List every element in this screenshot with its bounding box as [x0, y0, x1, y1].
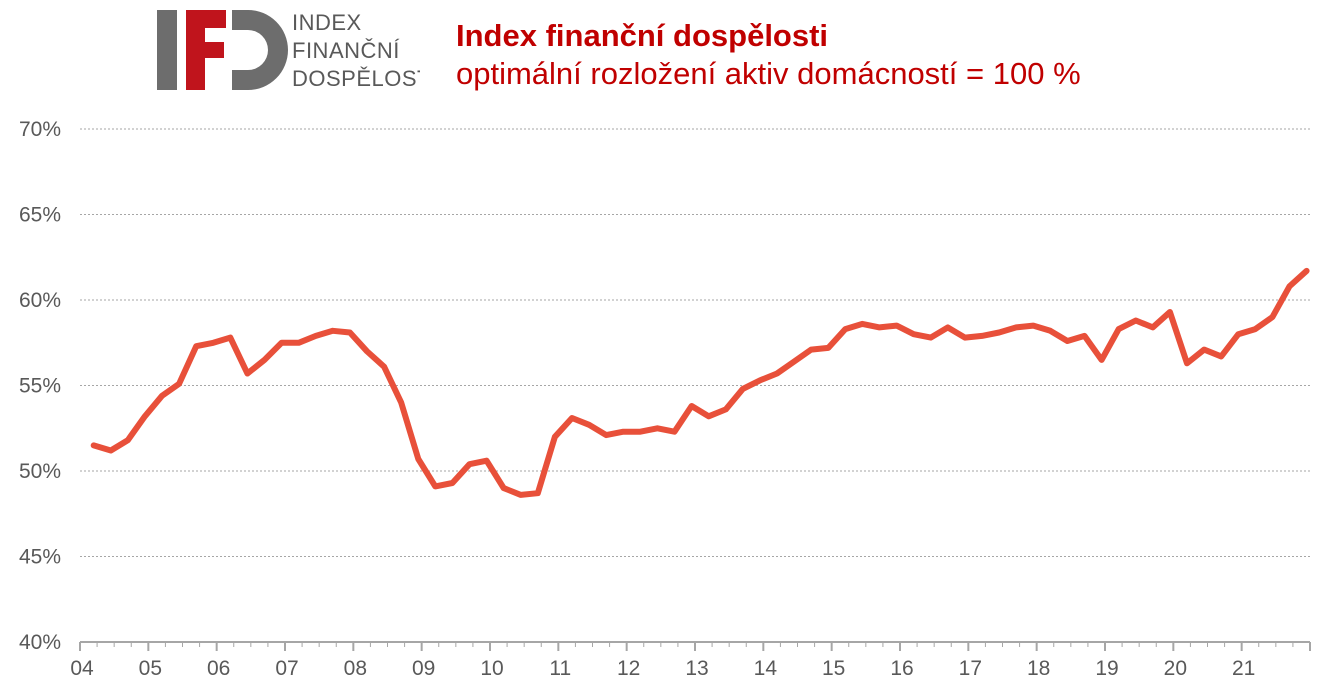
y-axis-tick-labels: 40% 45% 50% 55% 60% 65% 70%	[19, 118, 61, 654]
ifd-logo: INDEX FINANČNÍ DOSPĚLOSTI	[150, 8, 437, 92]
chart-subtitle: optimální rozložení aktiv domácností = 1…	[456, 56, 1081, 91]
x-tick-label: 13	[685, 657, 708, 680]
x-tick-label: 04	[70, 657, 94, 680]
x-tick-label: 08	[344, 657, 367, 680]
y-tick-label: 70%	[19, 118, 61, 141]
logo-line-2: FINANČNÍ	[292, 38, 400, 63]
x-axis	[79, 641, 1311, 651]
y-tick-label: 50%	[19, 460, 61, 483]
logo-letter-f	[186, 10, 226, 90]
x-tick-label: 10	[480, 657, 503, 680]
x-tick-label: 15	[822, 657, 845, 680]
x-tick-label: 14	[754, 657, 778, 680]
ifd-logo-mark: INDEX FINANČNÍ DOSPĚLOSTI	[157, 10, 437, 91]
x-tick-label: 16	[890, 657, 913, 680]
logo-line-3: DOSPĚLOSTI	[292, 66, 420, 91]
y-tick-label: 65%	[19, 204, 61, 227]
x-tick-label: 18	[1027, 657, 1050, 680]
y-tick-label: 60%	[19, 289, 61, 312]
chart-header: Index finanční dospělosti optimální rozl…	[456, 18, 1081, 94]
series-line	[90, 267, 1310, 498]
y-tick-label: 45%	[19, 546, 61, 569]
x-tick-label: 12	[617, 657, 640, 680]
x-tick-label: 19	[1095, 657, 1118, 680]
x-axis-tick-labels: 04 05 06 07 08 09 10 11 12 13 14 15 16 17 18 19 20 21	[70, 657, 1255, 680]
x-tick-label: 07	[275, 657, 298, 680]
x-tick-label: 06	[207, 657, 230, 680]
series-group	[90, 267, 1310, 498]
y-tick-label: 55%	[19, 375, 61, 398]
x-tick-label: 11	[549, 657, 571, 680]
gridlines	[80, 128, 1310, 557]
y-tick-label: 40%	[19, 631, 61, 654]
x-tick-label: 05	[139, 657, 162, 680]
x-tick-label: 17	[959, 657, 982, 680]
x-tick-label: 20	[1164, 657, 1187, 680]
x-tick-label: 21	[1232, 657, 1255, 680]
logo-letter-d	[232, 10, 288, 90]
logo-line-1: INDEX	[292, 10, 362, 35]
x-tick-label: 09	[412, 657, 435, 680]
logo-letter-i	[157, 10, 177, 90]
chart-title: Index finanční dospělosti	[456, 18, 829, 53]
